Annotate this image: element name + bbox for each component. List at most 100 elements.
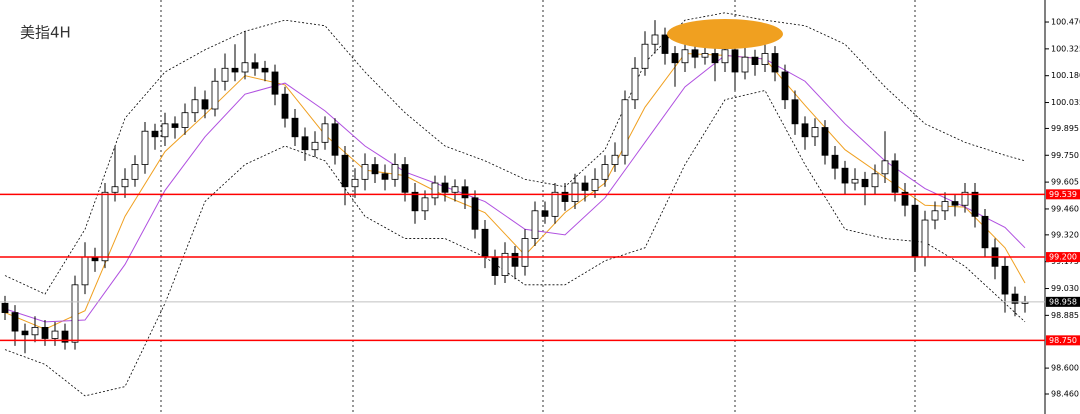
candle-body bbox=[451, 186, 459, 193]
candle-body bbox=[391, 164, 399, 180]
candle-body bbox=[261, 67, 269, 73]
candle-body bbox=[421, 197, 429, 212]
y-tick-label: 100.180 bbox=[1051, 71, 1080, 80]
candle-body bbox=[521, 238, 529, 267]
candle-body bbox=[961, 191, 969, 206]
candle-body bbox=[61, 330, 69, 343]
price-label-bg bbox=[1046, 252, 1080, 263]
candle-body bbox=[31, 326, 39, 336]
y-tick-label: 98.460 bbox=[1051, 390, 1079, 399]
candle-body bbox=[181, 112, 189, 128]
y-tick-label: 99.895 bbox=[1051, 124, 1079, 133]
candle-body bbox=[191, 99, 199, 114]
candle-body bbox=[211, 80, 219, 110]
candle-body bbox=[231, 67, 239, 73]
price-label: 99.539 bbox=[1049, 190, 1077, 199]
candle-body bbox=[71, 284, 79, 343]
candle-body bbox=[431, 182, 439, 199]
candle-body bbox=[161, 123, 169, 138]
candle-body bbox=[751, 56, 759, 65]
candle-body bbox=[891, 160, 899, 193]
candle-body bbox=[971, 191, 979, 217]
candle-body bbox=[401, 164, 409, 193]
candle-body bbox=[1, 302, 9, 313]
y-tick-label: 99.750 bbox=[1051, 151, 1079, 160]
candle-body bbox=[741, 56, 749, 73]
candle-body bbox=[141, 130, 149, 165]
candle-body bbox=[461, 186, 469, 199]
candle-body bbox=[931, 210, 939, 221]
candle-body bbox=[711, 53, 719, 64]
candle-body bbox=[731, 49, 739, 73]
candle-body bbox=[11, 312, 19, 332]
candle-body bbox=[221, 67, 229, 82]
candle-body bbox=[671, 53, 679, 64]
candle-body bbox=[361, 164, 369, 180]
candle-body bbox=[41, 326, 49, 339]
candle-body bbox=[791, 99, 799, 125]
candle-body bbox=[471, 197, 479, 230]
y-tick-label: 98.600 bbox=[1051, 364, 1079, 373]
candle-body bbox=[591, 178, 599, 191]
candle-body bbox=[531, 210, 539, 239]
candle-body bbox=[781, 71, 789, 101]
candle-body bbox=[1011, 293, 1019, 304]
candle-body bbox=[821, 127, 829, 156]
candle-body bbox=[811, 127, 819, 138]
candle-body bbox=[51, 330, 59, 339]
candle-body bbox=[691, 49, 699, 58]
candle-body bbox=[311, 141, 319, 151]
candle-body bbox=[701, 53, 709, 58]
candle-body bbox=[851, 178, 859, 184]
candle-body bbox=[351, 178, 359, 188]
candle-body bbox=[511, 252, 519, 267]
candle-body bbox=[561, 191, 569, 202]
candle-body bbox=[301, 136, 309, 151]
candle-body bbox=[841, 167, 849, 184]
candle-body bbox=[241, 62, 249, 73]
candle-body bbox=[201, 99, 209, 110]
candle-body bbox=[381, 173, 389, 180]
candle-body bbox=[291, 117, 299, 138]
candle-body bbox=[801, 123, 809, 138]
candle-body bbox=[721, 49, 729, 64]
candle-body bbox=[881, 160, 889, 175]
y-tick-label: 99.605 bbox=[1051, 178, 1079, 187]
candle-body bbox=[21, 330, 29, 336]
candle-body bbox=[441, 182, 449, 193]
candle-body bbox=[321, 123, 329, 143]
candle-body bbox=[641, 43, 649, 69]
price-label: 98.750 bbox=[1049, 336, 1077, 345]
candle-body bbox=[411, 191, 419, 212]
candle-body bbox=[581, 182, 589, 191]
candle-body bbox=[831, 154, 839, 169]
plot bbox=[1, 12, 1029, 397]
candle-body bbox=[371, 164, 379, 175]
candle-body bbox=[81, 256, 89, 286]
candle-body bbox=[481, 228, 489, 258]
candle-body bbox=[121, 178, 129, 188]
candle-body bbox=[771, 53, 779, 73]
candle-body bbox=[491, 256, 499, 276]
candle-body bbox=[631, 67, 639, 101]
candle-body bbox=[861, 178, 869, 188]
price-label: 98.958 bbox=[1049, 297, 1077, 306]
price-label-bg bbox=[1046, 296, 1080, 307]
candle-body bbox=[151, 130, 159, 138]
y-tick-label: 99.320 bbox=[1051, 230, 1079, 239]
candle-body bbox=[941, 201, 949, 212]
y-tick-label: 99.030 bbox=[1051, 284, 1079, 293]
candle-body bbox=[101, 191, 109, 262]
y-tick-label: 99.460 bbox=[1051, 204, 1079, 213]
y-tick-label: 100.470 bbox=[1051, 18, 1080, 27]
price-label-bg bbox=[1046, 335, 1080, 346]
candle-body bbox=[981, 215, 989, 249]
candle-body bbox=[761, 53, 769, 65]
candle-body bbox=[251, 62, 259, 69]
candle-body bbox=[871, 173, 879, 188]
y-tick-label: 100.325 bbox=[1051, 44, 1080, 53]
candle-body bbox=[651, 34, 659, 45]
candle-body bbox=[1001, 265, 1009, 295]
candle-body bbox=[611, 154, 619, 165]
